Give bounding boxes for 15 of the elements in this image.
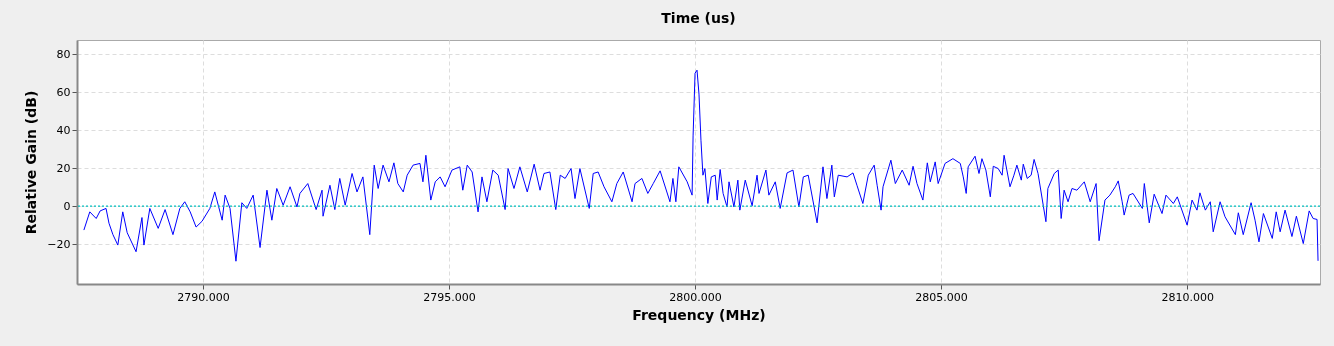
x-tick-label: 2805.000 [915, 290, 968, 304]
y-tick-label: 60 [56, 85, 71, 99]
y-tick-label: 40 [56, 123, 71, 137]
y-tick-label: 80 [56, 47, 71, 61]
x-tick-label: 2795.000 [423, 290, 476, 304]
y-axis-title: Relative Gain (dB) [23, 90, 40, 235]
y-tick-label: −20 [47, 237, 71, 251]
y-tick-label: 20 [56, 161, 71, 175]
x-tick-label: 2790.000 [177, 290, 230, 304]
line-series [83, 69, 1319, 262]
y-tick-label: 0 [63, 199, 71, 213]
chart-title: Time (us) [661, 10, 736, 26]
x-axis-title: Frequency (MHz) [632, 306, 766, 323]
x-tick-label: 2800.000 [669, 290, 722, 304]
x-tick-label: 2810.000 [1161, 290, 1214, 304]
